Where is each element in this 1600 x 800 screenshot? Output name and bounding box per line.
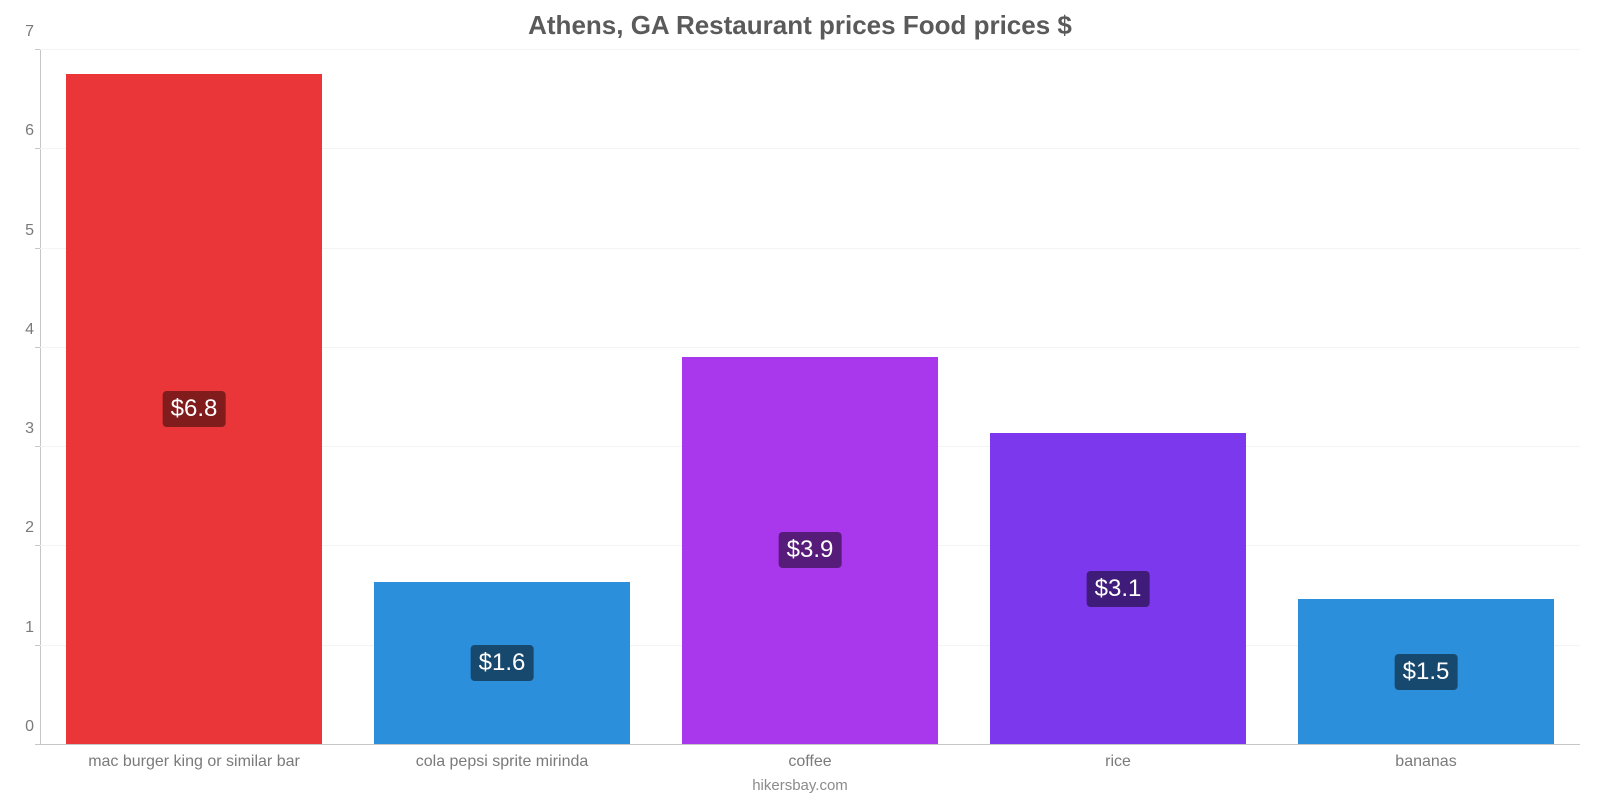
credit-text: hikersbay.com — [0, 777, 1600, 794]
ytick-label: 7 — [12, 23, 34, 41]
ytick-label: 6 — [12, 122, 34, 140]
ytick-label: 3 — [12, 420, 34, 438]
y-axis — [40, 50, 41, 745]
ytick-mark — [35, 49, 40, 50]
bar: $1.6 — [374, 582, 630, 744]
xtick-label: cola pepsi sprite mirinda — [416, 753, 589, 771]
bar: $3.9 — [682, 357, 938, 744]
bar-value-label: $1.6 — [471, 645, 534, 681]
bar-chart: Athens, GA Restaurant prices Food prices… — [0, 0, 1600, 800]
ytick-mark — [35, 545, 40, 546]
ytick-label: 2 — [12, 519, 34, 537]
bar-value-label: $3.9 — [779, 532, 842, 568]
ytick-label: 1 — [12, 619, 34, 637]
ytick-mark — [35, 248, 40, 249]
x-axis — [40, 744, 1580, 745]
bar: $3.1 — [990, 433, 1246, 744]
ytick-mark — [35, 446, 40, 447]
xtick-label: coffee — [788, 753, 831, 771]
gridline — [40, 49, 1580, 50]
bar-value-label: $6.8 — [163, 391, 226, 427]
bar-value-label: $3.1 — [1087, 571, 1150, 607]
ytick-mark — [35, 645, 40, 646]
ytick-mark — [35, 148, 40, 149]
xtick-label: mac burger king or similar bar — [88, 753, 300, 771]
xtick-label: rice — [1105, 753, 1131, 771]
ytick-label: 0 — [12, 718, 34, 736]
bar-value-label: $1.5 — [1395, 654, 1458, 690]
ytick-label: 5 — [12, 222, 34, 240]
ytick-mark — [35, 744, 40, 745]
bar: $1.5 — [1298, 599, 1554, 744]
bar: $6.8 — [66, 74, 322, 744]
xtick-label: bananas — [1395, 753, 1456, 771]
plot-area: 01234567$6.8mac burger king or similar b… — [40, 50, 1580, 745]
ytick-mark — [35, 347, 40, 348]
chart-title: Athens, GA Restaurant prices Food prices… — [0, 10, 1600, 41]
ytick-label: 4 — [12, 321, 34, 339]
